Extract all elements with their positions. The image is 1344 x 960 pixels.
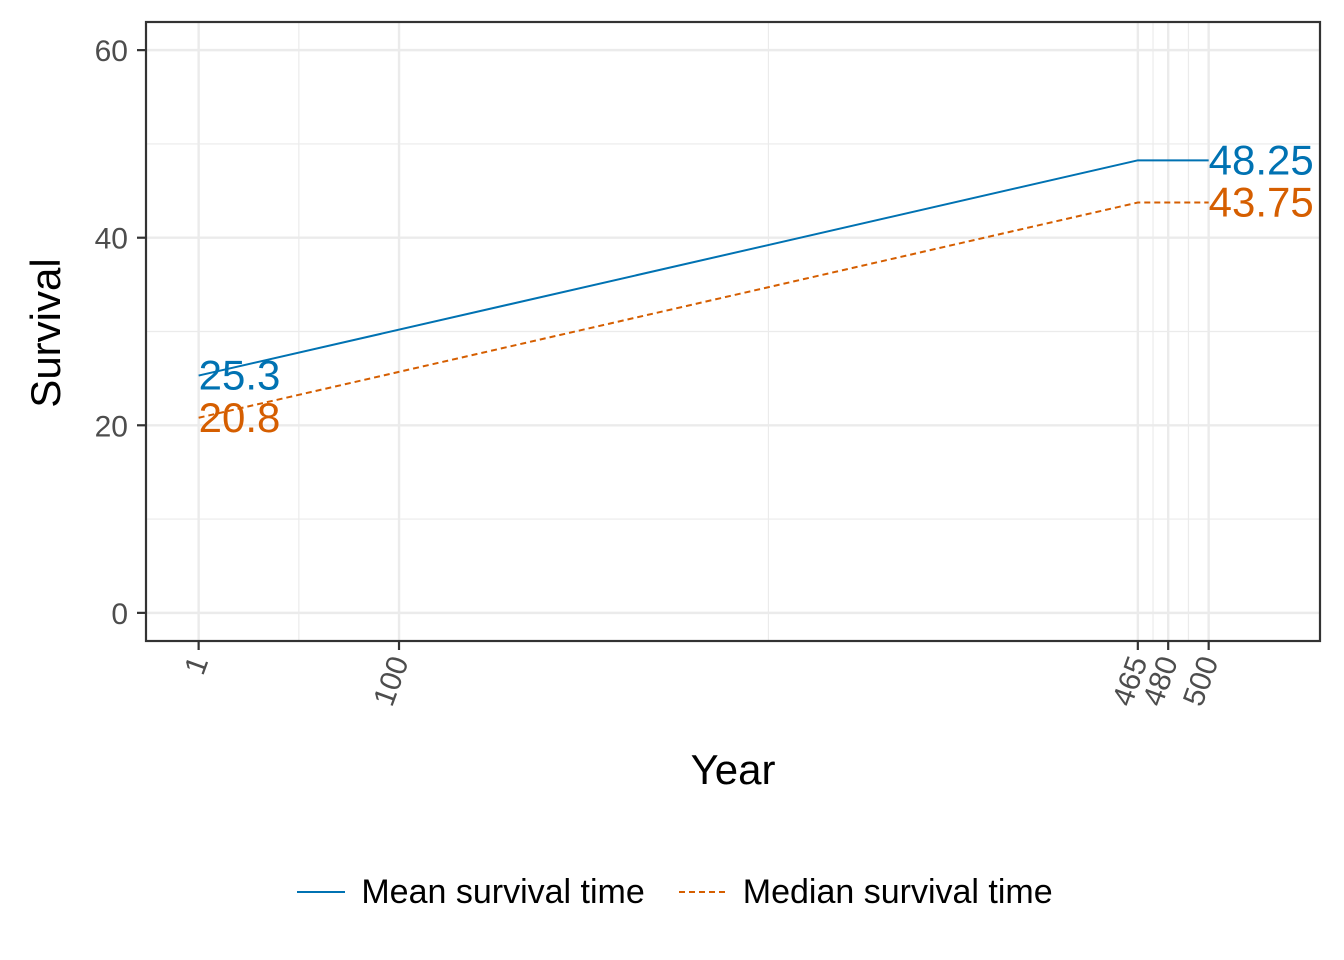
x-axis-title: Year <box>691 746 776 793</box>
legend: Mean survival time Median survival time <box>0 862 1344 922</box>
legend-label-mean: Mean survival time <box>361 872 645 911</box>
legend-item-median: Median survival time <box>673 873 1053 912</box>
plot-panel-border <box>144 20 1322 643</box>
series-line-0 <box>198 159 1209 377</box>
legend-item-mean: Mean survival time <box>291 872 645 912</box>
data-label: 25.3 <box>199 352 281 399</box>
x-tick-label: 500 <box>1177 652 1225 710</box>
y-tick-label: 20 <box>95 410 128 443</box>
data-label: 43.75 <box>1209 179 1314 226</box>
y-tick-label: 40 <box>95 223 128 256</box>
y-axis-title: Survival <box>22 258 69 407</box>
series-lines <box>198 159 1209 419</box>
x-tick-label: 100 <box>367 652 415 710</box>
major-gridlines <box>146 22 1320 641</box>
series-line-1 <box>198 201 1209 419</box>
minor-gridlines <box>146 22 1320 641</box>
data-label: 48.25 <box>1209 136 1314 183</box>
legend-key-median <box>678 891 727 893</box>
y-tick-label: 60 <box>95 35 128 68</box>
y-tick-label: 0 <box>111 598 128 631</box>
x-tick-label: 1 <box>178 652 215 679</box>
y-axis: 0 20 40 60 <box>95 35 146 631</box>
data-label: 20.8 <box>199 394 281 441</box>
data-labels: 25.3 48.25 20.8 43.75 <box>199 136 1314 440</box>
legend-key-mean <box>297 891 346 893</box>
legend-label-median: Median survival time <box>742 872 1053 911</box>
